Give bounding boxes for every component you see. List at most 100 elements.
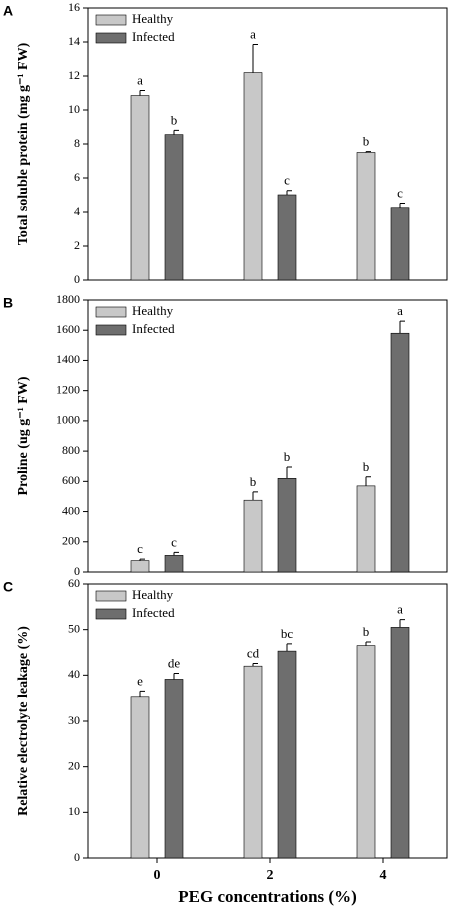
legend-swatch	[95, 324, 127, 336]
x-tick-label: 4	[380, 868, 387, 883]
bar	[277, 194, 297, 281]
y-tick-label: 8	[74, 136, 80, 150]
bar	[390, 332, 410, 573]
significance-letter: c	[397, 185, 403, 200]
x-tick-label: 0	[154, 868, 161, 883]
significance-letter: b	[363, 134, 370, 149]
x-tick-label: 2	[267, 868, 274, 883]
error-bar	[399, 203, 405, 208]
y-tick-label: 400	[62, 503, 80, 517]
significance-letter: a	[250, 27, 256, 42]
error-bar	[173, 673, 179, 680]
bar	[130, 696, 150, 859]
error-bar	[286, 466, 292, 479]
bar	[243, 665, 263, 859]
legend-label: Healthy	[132, 11, 174, 26]
y-axis-label: Total soluble protein (mg g⁻¹ FW)	[16, 42, 31, 245]
legend-label: Infected	[132, 605, 175, 620]
bar	[356, 645, 376, 859]
bar	[243, 72, 263, 281]
bar	[390, 207, 410, 281]
legend-swatch	[95, 306, 127, 318]
significance-letter: e	[137, 673, 143, 688]
bar	[243, 499, 263, 573]
y-tick-label: 14	[68, 34, 80, 48]
x-axis-label: PEG concentrations (%)	[178, 887, 356, 906]
significance-letter: c	[137, 541, 143, 556]
panel-label: C	[3, 579, 13, 595]
error-bar	[286, 190, 292, 195]
y-tick-label: 4	[74, 204, 80, 218]
error-bar	[173, 551, 179, 556]
significance-letter: cd	[247, 645, 260, 660]
y-tick-label: 16	[68, 0, 80, 14]
legend-label: Infected	[132, 321, 175, 336]
y-tick-label: 30	[68, 713, 80, 727]
error-bar	[399, 619, 405, 628]
y-tick-label: 1400	[56, 352, 80, 366]
error-bar	[252, 662, 258, 667]
legend-label: Healthy	[132, 303, 174, 318]
error-bar	[399, 320, 405, 334]
bar	[130, 95, 150, 281]
significance-letter: a	[137, 72, 143, 87]
y-tick-label: 2	[74, 238, 80, 252]
significance-letter: a	[397, 602, 403, 617]
bar	[390, 627, 410, 859]
y-tick-label: 1200	[56, 382, 80, 396]
y-tick-label: 200	[62, 534, 80, 548]
error-bar	[139, 558, 145, 561]
bar	[164, 679, 184, 859]
y-tick-label: 0	[74, 564, 80, 578]
panel-label: A	[3, 3, 13, 19]
y-tick-label: 50	[68, 621, 80, 635]
legend-label: Healthy	[132, 587, 174, 602]
significance-letter: b	[250, 474, 257, 489]
legend-swatch	[95, 590, 127, 602]
error-bar	[252, 491, 258, 501]
error-bar	[139, 89, 145, 96]
y-tick-label: 10	[68, 102, 80, 116]
y-tick-label: 1800	[56, 292, 80, 306]
y-tick-label: 600	[62, 473, 80, 487]
y-tick-label: 1600	[56, 322, 80, 336]
legend-swatch	[95, 14, 127, 26]
y-axis-label: Relative electrolyte leakage (%)	[16, 626, 31, 816]
plot-frame	[87, 299, 448, 573]
bar	[356, 152, 376, 281]
bar	[164, 555, 184, 573]
y-tick-label: 0	[74, 272, 80, 286]
significance-letter: b	[284, 449, 291, 464]
bar	[356, 485, 376, 573]
significance-letter: b	[363, 459, 370, 474]
y-tick-label: 40	[68, 667, 80, 681]
bar	[277, 650, 297, 859]
error-bar	[365, 641, 371, 646]
significance-letter: a	[397, 303, 403, 318]
significance-letter: b	[363, 624, 370, 639]
significance-letter: de	[168, 655, 181, 670]
y-tick-label: 10	[68, 804, 80, 818]
error-bar	[252, 44, 258, 73]
significance-letter: bc	[281, 626, 294, 641]
y-tick-label: 1000	[56, 413, 80, 427]
y-tick-label: 0	[74, 850, 80, 864]
bar	[130, 560, 150, 573]
legend-label: Infected	[132, 29, 175, 44]
error-bar	[365, 476, 371, 486]
bar	[277, 478, 297, 573]
error-bar	[139, 690, 145, 697]
y-tick-label: 12	[68, 68, 80, 82]
significance-letter: c	[171, 534, 177, 549]
error-bar	[365, 151, 371, 153]
legend-swatch	[95, 608, 127, 620]
error-bar	[173, 129, 179, 135]
error-bar	[286, 643, 292, 652]
bar	[164, 134, 184, 281]
significance-letter: c	[284, 173, 290, 188]
y-tick-label: 60	[68, 576, 80, 590]
y-axis-label: Proline (ug g⁻¹ FW)	[16, 376, 31, 495]
y-tick-label: 20	[68, 758, 80, 772]
y-tick-label: 6	[74, 170, 80, 184]
